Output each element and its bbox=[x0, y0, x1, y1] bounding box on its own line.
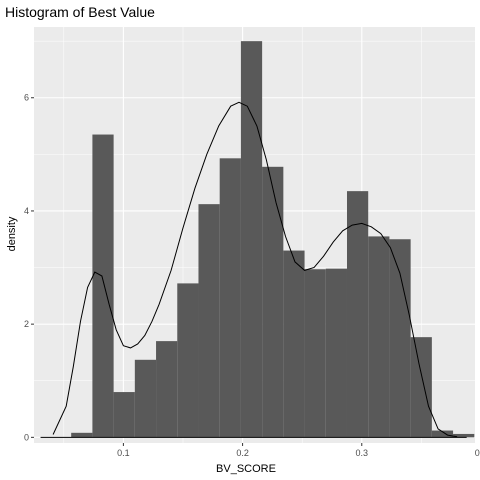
x-tick-label: 0.3 bbox=[356, 448, 369, 458]
x-tick-label: 0.4 bbox=[475, 448, 480, 458]
y-tick-label: 2 bbox=[24, 319, 29, 329]
histogram-bar bbox=[156, 341, 178, 438]
y-tick-label: 6 bbox=[24, 93, 29, 103]
chart-title: Histogram of Best Value bbox=[5, 4, 155, 20]
histogram-bar bbox=[283, 250, 305, 438]
histogram-bar bbox=[368, 236, 390, 438]
y-tick-label: 0 bbox=[24, 432, 29, 442]
histogram-bar bbox=[240, 41, 263, 438]
histogram-bar bbox=[177, 283, 199, 438]
histogram-bar bbox=[410, 337, 432, 438]
histogram-bar bbox=[198, 204, 220, 438]
histogram-bar bbox=[113, 392, 135, 438]
histogram-bar bbox=[262, 166, 284, 438]
histogram-bar bbox=[71, 432, 93, 438]
x-axis-label: BV_SCORE bbox=[216, 463, 276, 475]
histogram-bar bbox=[453, 433, 475, 438]
histogram-bar bbox=[389, 239, 411, 438]
x-tick-label: 0.2 bbox=[236, 448, 249, 458]
histogram-bar bbox=[431, 430, 454, 438]
histogram-bar bbox=[219, 158, 241, 438]
density-curve bbox=[52, 101, 458, 438]
x-tick-label: 0.1 bbox=[117, 448, 130, 458]
histogram-bar bbox=[346, 191, 369, 438]
y-tick-label: 4 bbox=[24, 206, 29, 216]
histogram-bar bbox=[325, 268, 347, 438]
histogram-bar bbox=[304, 269, 326, 438]
axis-ticks: 0.1 0.2 0.3 0.4 0 2 4 6 bbox=[24, 93, 480, 458]
density-curve-group bbox=[40, 101, 467, 438]
histogram-bar bbox=[134, 359, 157, 438]
histogram-bars bbox=[71, 41, 475, 438]
histogram-bar bbox=[92, 134, 114, 438]
y-axis-label: density bbox=[6, 216, 18, 251]
